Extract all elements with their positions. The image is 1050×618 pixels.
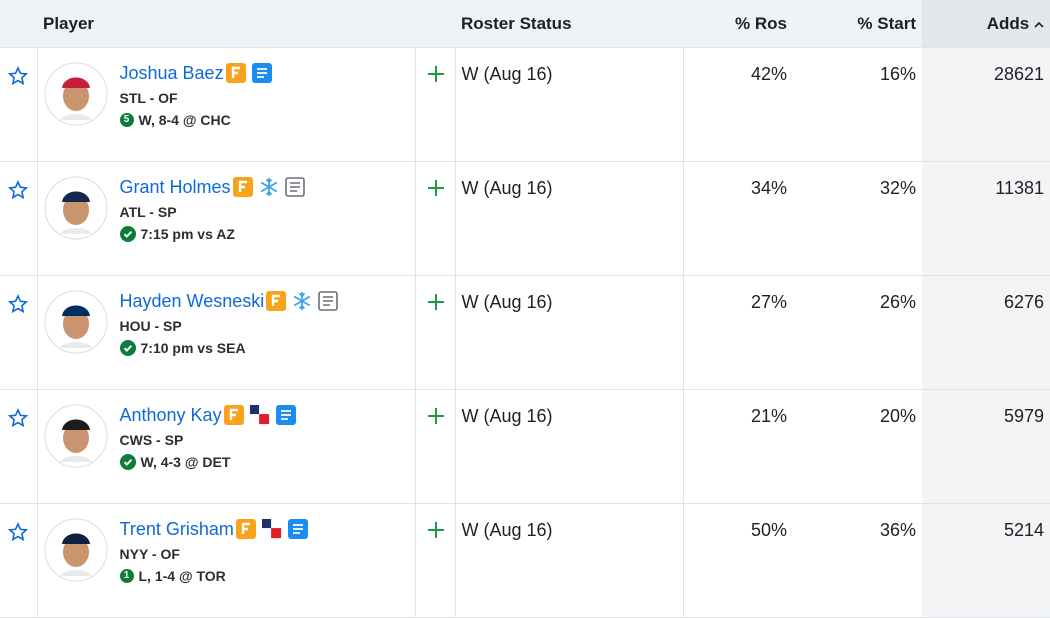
icon-f <box>224 405 244 425</box>
game-info: 7:15 pm vs AZ <box>140 225 235 242</box>
add-button[interactable] <box>426 406 446 426</box>
adds: 6276 <box>922 275 1050 390</box>
icon-f <box>233 177 253 197</box>
header-pct-ros[interactable]: % Ros <box>683 0 793 48</box>
add-button[interactable] <box>426 292 446 312</box>
icon-flag <box>250 405 270 425</box>
roster-status: W (Aug 16) <box>454 161 683 276</box>
icon-f <box>266 291 286 311</box>
player-row: Grant Holmes ATL - SP 7:15 pm vs AZ W (A… <box>0 161 1050 276</box>
pct-ros: 34% <box>682 161 793 276</box>
pct-ros: 21% <box>682 389 793 504</box>
icon-note[interactable] <box>276 405 296 425</box>
avatar <box>44 62 108 126</box>
team-position: CWS - SP <box>119 431 184 448</box>
icon-f <box>226 63 246 83</box>
add-button[interactable] <box>426 520 446 540</box>
adds: 11381 <box>922 161 1050 276</box>
game-check <box>120 226 136 242</box>
pct-start: 32% <box>793 161 922 276</box>
icon-note[interactable] <box>288 519 308 539</box>
roster-status: W (Aug 16) <box>454 503 683 618</box>
icon-note2[interactable] <box>285 177 305 197</box>
pct-start: 26% <box>793 275 922 390</box>
game-badge: 5 <box>119 112 134 127</box>
header-row: Player Roster Status % Ros % Start Adds <box>0 0 1050 48</box>
icon-snow <box>292 291 312 311</box>
header-adds[interactable]: Adds <box>922 0 1050 48</box>
avatar <box>44 404 108 468</box>
player-row: Joshua Baez STL - OF 5 W, 8-4 @ CHC W (Au… <box>0 47 1050 162</box>
player-name[interactable]: Trent Grisham <box>119 518 234 539</box>
pct-ros: 50% <box>682 503 793 618</box>
player-row: Trent Grisham NYY - OF 1 L, 1-4 @ TOR W (… <box>0 503 1050 618</box>
adds: 28621 <box>922 47 1050 162</box>
header-player: Player <box>37 0 415 48</box>
team-position: HOU - SP <box>119 317 182 334</box>
header-roster-status[interactable]: Roster Status <box>455 0 683 48</box>
watch-star[interactable] <box>8 180 28 200</box>
roster-status: W (Aug 16) <box>454 389 683 504</box>
game-check <box>120 340 136 356</box>
player-row: Hayden Wesneski HOU - SP 7:10 pm vs SEA … <box>0 275 1050 390</box>
player-row: Anthony Kay CWS - SP W, 4-3 @ DET W (Aug… <box>0 389 1050 504</box>
icon-snow <box>259 177 279 197</box>
game-info: W, 4-3 @ DET <box>140 453 231 470</box>
game-info: W, 8-4 @ CHC <box>138 111 231 128</box>
watch-star[interactable] <box>8 66 28 86</box>
avatar <box>44 518 108 582</box>
adds: 5979 <box>922 389 1050 504</box>
team-position: ATL - SP <box>119 203 177 220</box>
avatar <box>44 176 108 240</box>
game-info: L, 1-4 @ TOR <box>138 567 226 584</box>
player-name[interactable]: Hayden Wesneski <box>119 290 265 311</box>
roster-status: W (Aug 16) <box>454 275 683 390</box>
pct-ros: 42% <box>682 47 793 162</box>
icon-flag <box>262 519 282 539</box>
header-pct-start[interactable]: % Start <box>793 0 922 48</box>
team-position: NYY - OF <box>119 545 180 562</box>
icon-note[interactable] <box>252 63 272 83</box>
add-button[interactable] <box>426 64 446 84</box>
player-name[interactable]: Joshua Baez <box>119 62 224 83</box>
game-check <box>120 454 136 470</box>
player-name[interactable]: Grant Holmes <box>119 176 231 197</box>
pct-start: 20% <box>793 389 922 504</box>
team-position: STL - OF <box>119 89 178 106</box>
watch-star[interactable] <box>8 294 28 314</box>
icon-f <box>236 519 256 539</box>
pct-ros: 27% <box>682 275 793 390</box>
adds: 5214 <box>922 503 1050 618</box>
pct-start: 16% <box>793 47 922 162</box>
add-button[interactable] <box>426 178 446 198</box>
roster-status: W (Aug 16) <box>454 47 683 162</box>
icon-note2[interactable] <box>318 291 338 311</box>
watch-star[interactable] <box>8 522 28 542</box>
sort-icon <box>1034 21 1044 28</box>
watch-star[interactable] <box>8 408 28 428</box>
game-info: 7:10 pm vs SEA <box>140 339 246 356</box>
player-name[interactable]: Anthony Kay <box>119 404 222 425</box>
header-adds-text: Adds <box>986 13 1030 33</box>
pct-start: 36% <box>793 503 922 618</box>
avatar <box>44 290 108 354</box>
game-badge: 1 <box>119 568 134 583</box>
